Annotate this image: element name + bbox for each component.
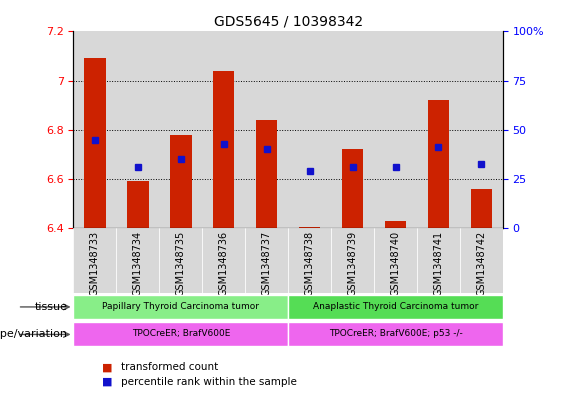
Bar <box>213 71 234 228</box>
Bar <box>417 228 460 293</box>
Bar <box>471 189 492 228</box>
Text: genotype/variation: genotype/variation <box>0 329 68 340</box>
Bar <box>288 228 331 293</box>
Bar <box>116 228 159 293</box>
Bar <box>288 31 331 228</box>
Text: ■: ■ <box>102 362 112 373</box>
Bar <box>73 322 288 347</box>
Bar <box>331 228 374 293</box>
Text: Anaplastic Thyroid Carcinoma tumor: Anaplastic Thyroid Carcinoma tumor <box>313 302 478 311</box>
Bar <box>127 181 149 228</box>
Bar <box>288 295 503 319</box>
Text: GSM1348740: GSM1348740 <box>390 231 401 296</box>
Bar <box>116 31 159 228</box>
Text: GSM1348737: GSM1348737 <box>262 231 272 296</box>
Title: GDS5645 / 10398342: GDS5645 / 10398342 <box>214 15 363 29</box>
Bar <box>460 228 503 293</box>
Bar <box>331 31 374 228</box>
Text: ■: ■ <box>102 377 112 387</box>
Bar <box>159 228 202 293</box>
Bar <box>428 100 449 228</box>
Text: GSM1348739: GSM1348739 <box>347 231 358 296</box>
Bar <box>417 31 460 228</box>
Text: percentile rank within the sample: percentile rank within the sample <box>121 377 297 387</box>
Bar <box>73 295 288 319</box>
Text: TPOCreER; BrafV600E; p53 -/-: TPOCreER; BrafV600E; p53 -/- <box>329 329 462 338</box>
Text: Papillary Thyroid Carcinoma tumor: Papillary Thyroid Carcinoma tumor <box>102 302 259 311</box>
Bar <box>202 31 245 228</box>
Bar <box>84 59 106 228</box>
Bar <box>342 149 363 228</box>
Text: TPOCreER; BrafV600E: TPOCreER; BrafV600E <box>132 329 230 338</box>
Text: GSM1348734: GSM1348734 <box>133 231 143 296</box>
Bar <box>170 135 192 228</box>
Text: GSM1348738: GSM1348738 <box>305 231 315 296</box>
Bar <box>256 120 277 228</box>
Text: GSM1348735: GSM1348735 <box>176 231 186 296</box>
Text: GSM1348741: GSM1348741 <box>433 231 444 296</box>
Text: tissue: tissue <box>35 302 68 312</box>
Bar <box>202 228 245 293</box>
Bar <box>245 228 288 293</box>
Text: transformed count: transformed count <box>121 362 219 373</box>
Bar <box>159 31 202 228</box>
Bar <box>245 31 288 228</box>
Text: GSM1348736: GSM1348736 <box>219 231 229 296</box>
Bar <box>460 31 503 228</box>
Bar <box>374 228 417 293</box>
Text: GSM1348733: GSM1348733 <box>90 231 100 296</box>
Text: GSM1348742: GSM1348742 <box>476 231 486 296</box>
Bar <box>73 31 116 228</box>
Bar <box>288 322 503 347</box>
Bar <box>299 227 320 228</box>
Bar <box>374 31 417 228</box>
Bar <box>385 220 406 228</box>
Bar <box>73 228 116 293</box>
